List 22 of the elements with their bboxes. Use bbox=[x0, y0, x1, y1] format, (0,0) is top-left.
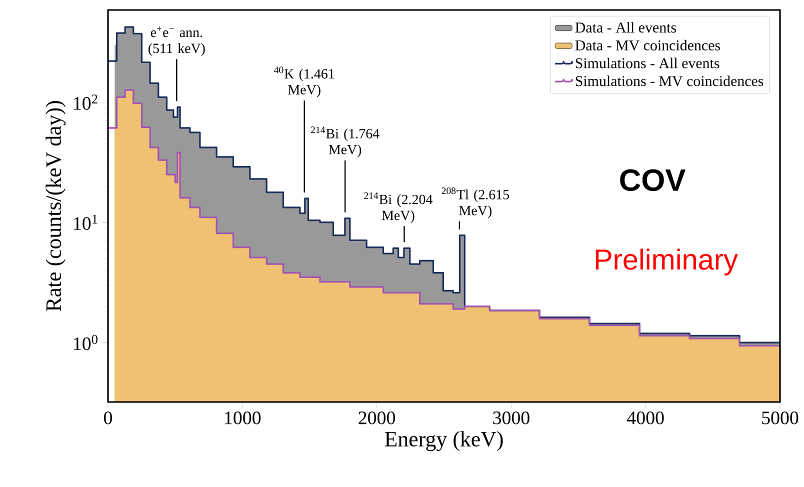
x-tick-label: 2000 bbox=[358, 412, 395, 424]
legend-label: Simulations - MV coincidences bbox=[576, 76, 764, 86]
y-tick-label: 10$^{2}$ bbox=[74, 94, 98, 110]
x-tick-label: 4000 bbox=[627, 412, 664, 424]
annotation: Preliminary bbox=[596, 248, 738, 276]
y-axis-title: Rate (counts/(keV day)) bbox=[46, 101, 66, 312]
x-tick-label: 1000 bbox=[225, 412, 261, 424]
legend-label: Data - All events bbox=[575, 22, 676, 33]
x-axis-title: Energy (keV) bbox=[384, 431, 503, 452]
annotation: $^{214}$Bi (2.204 MeV) bbox=[364, 192, 433, 223]
y-tick-label: 10$^{1}$ bbox=[74, 214, 98, 230]
legend-label: Data - MV coincidences bbox=[575, 40, 720, 51]
y-tick-label: 10$^{0}$ bbox=[74, 334, 98, 350]
x-tick-label: 3000 bbox=[493, 412, 530, 424]
legend-label: Simulations - All events bbox=[576, 58, 720, 68]
annotation: $^{214}$Bi (1.764 MeV) bbox=[311, 126, 380, 158]
annotation: $^{208}$Tl (2.615 MeV) bbox=[442, 188, 510, 218]
annotation: COV bbox=[620, 169, 686, 192]
x-tick-label: 0 bbox=[104, 412, 112, 424]
x-tick-label: 5000 bbox=[762, 412, 798, 424]
annotation: $^{40}$K (1.461 MeV) bbox=[274, 66, 334, 98]
annotation: e$^{+}$e$^{−}$ ann. (511 keV) bbox=[148, 26, 205, 56]
